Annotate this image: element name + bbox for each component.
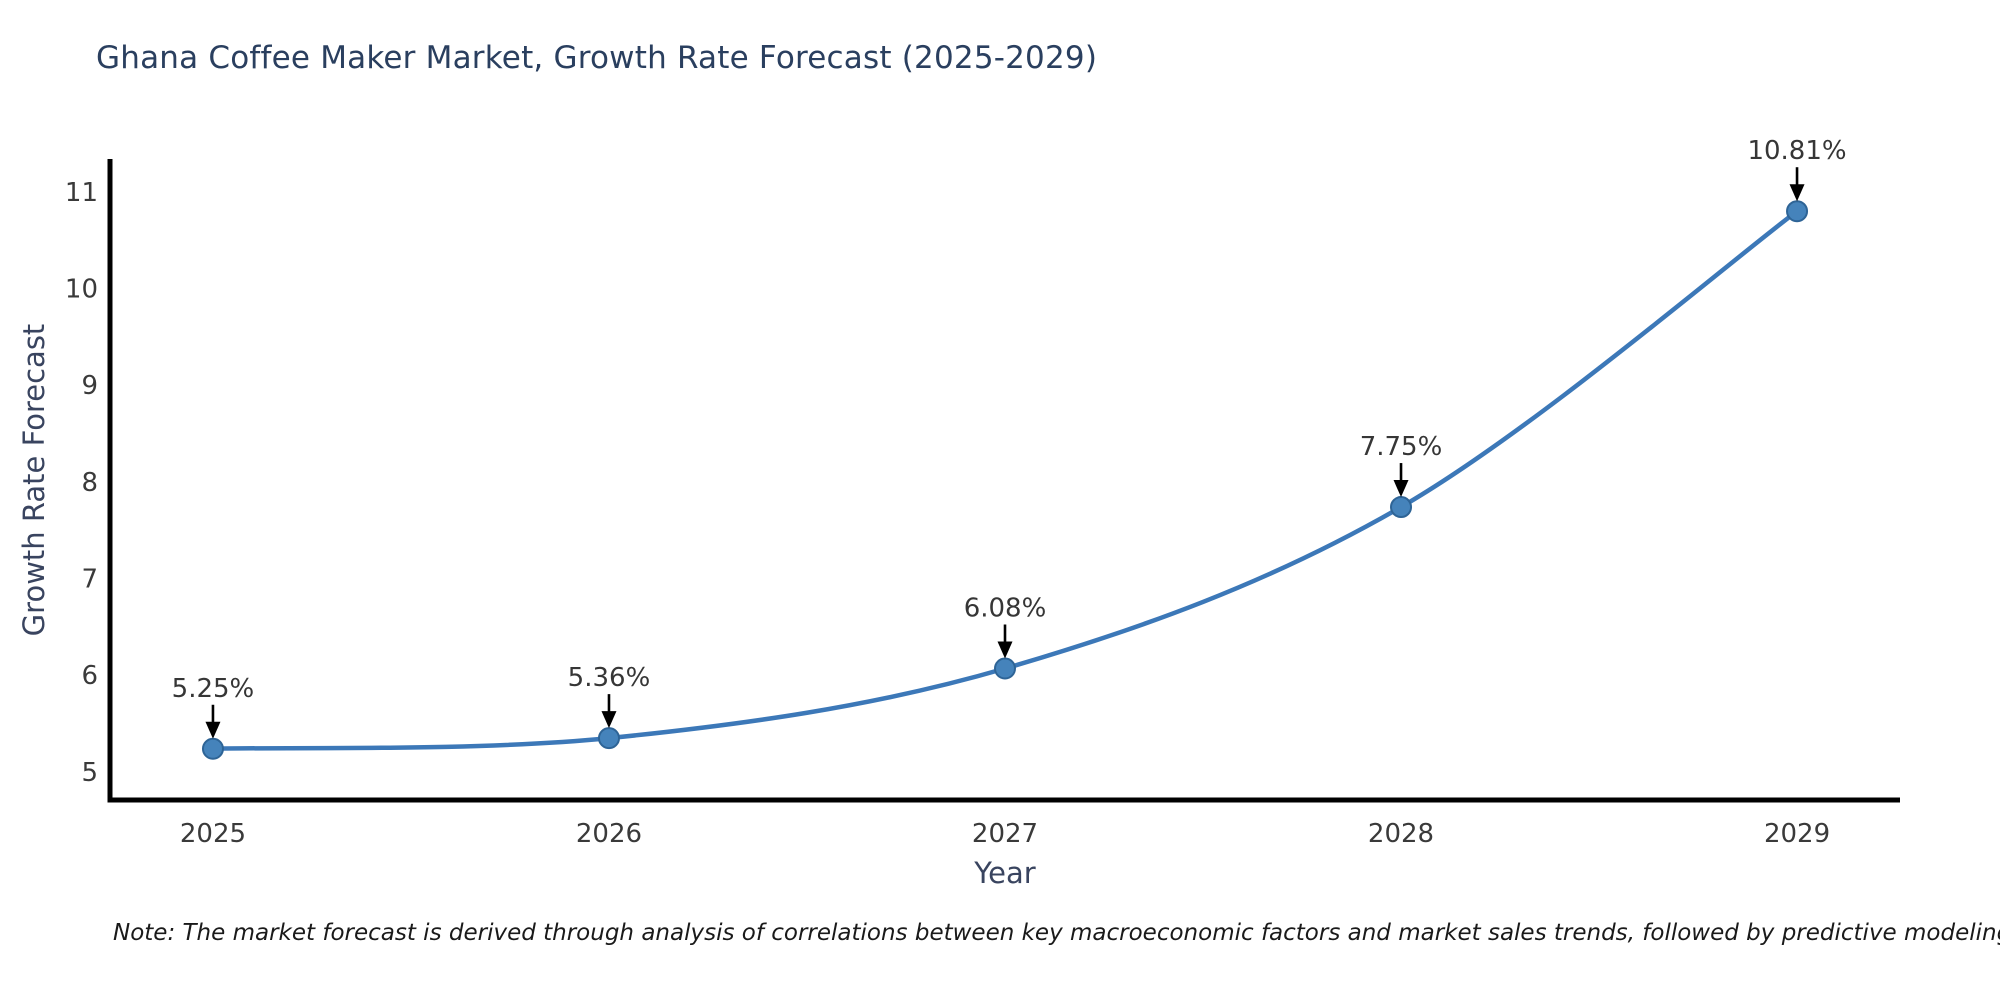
y-tick-label: 10: [65, 275, 98, 305]
x-tick-label: 2025: [180, 819, 246, 849]
data-point-label: 10.81%: [1747, 136, 1846, 166]
x-tick-label: 2029: [1764, 819, 1830, 849]
data-point-label: 5.25%: [172, 674, 255, 704]
data-point-label: 6.08%: [964, 594, 1047, 624]
y-tick-label: 8: [81, 468, 98, 498]
x-tick-label: 2028: [1368, 819, 1434, 849]
data-point-marker: [1786, 200, 1809, 223]
data-point-marker: [994, 657, 1016, 680]
data-point-label: 7.75%: [1360, 432, 1443, 462]
data-point-marker: [201, 737, 224, 760]
chart-title: Ghana Coffee Maker Market, Growth Rate F…: [96, 40, 1098, 76]
y-tick-label: 6: [81, 661, 98, 691]
y-tick-label: 11: [65, 178, 98, 208]
x-axis-title: Year: [974, 856, 1036, 890]
annotation-arrowhead: [601, 711, 617, 729]
x-tick-label: 2026: [576, 819, 642, 849]
data-point-marker: [1390, 496, 1413, 519]
data-point-marker: [597, 727, 620, 750]
y-tick-label: 9: [81, 371, 98, 401]
annotation-arrowhead: [1393, 480, 1409, 498]
y-tick-label: 5: [81, 758, 98, 788]
y-tick-label: 7: [81, 565, 98, 595]
annotation-arrowhead: [997, 641, 1013, 659]
y-axis-title: Growth Rate Forecast: [17, 323, 51, 637]
footnote: Note: The market forecast is derived thr…: [113, 920, 2000, 946]
x-tick-label: 2027: [972, 819, 1038, 849]
y-axis-spine: [107, 159, 113, 803]
data-point-label: 5.36%: [568, 663, 651, 693]
annotation-arrowhead: [1789, 184, 1805, 202]
annotation-arrowhead: [205, 721, 221, 739]
x-axis-spine: [107, 797, 1900, 803]
